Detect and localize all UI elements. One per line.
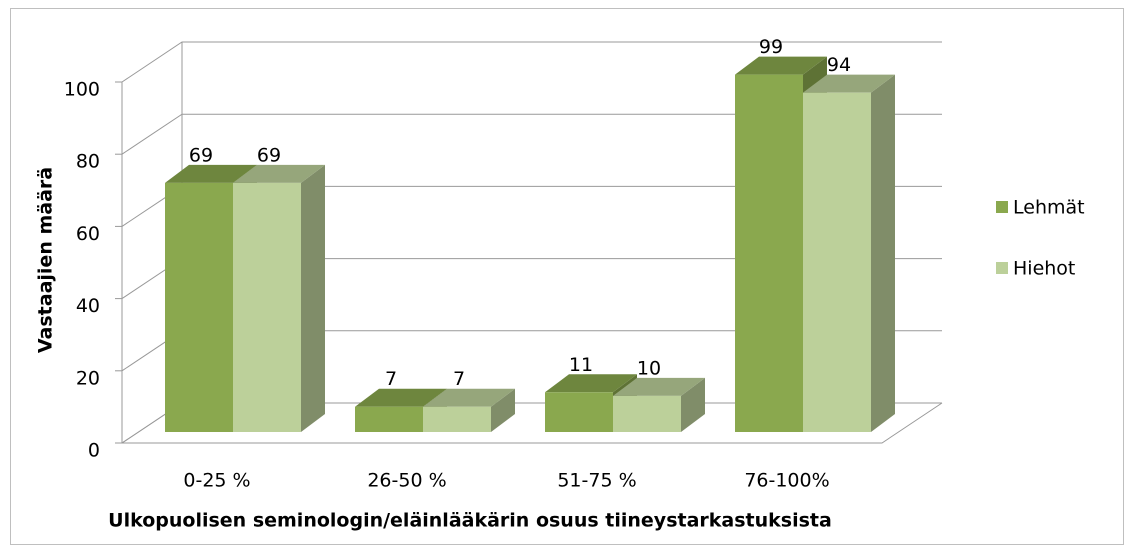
x-axis-title: Ulkopuolisen seminologin/eläinlääkärin o… [108, 510, 832, 532]
value-label: 11 [569, 354, 593, 376]
bar-side [491, 388, 515, 432]
bar [735, 74, 803, 433]
legend-swatch [996, 201, 1008, 213]
x-tick-label: 26-50 % [367, 470, 446, 492]
bar [355, 406, 423, 432]
bar-top [355, 388, 447, 407]
bar-top [613, 377, 705, 396]
y-tick-label: 40 [76, 295, 100, 317]
bar-side [681, 377, 705, 432]
bar [803, 92, 871, 432]
bar [545, 392, 613, 432]
y-tick-label: 60 [76, 223, 100, 245]
bar-side [301, 164, 325, 432]
value-label: 94 [827, 54, 851, 76]
grid-line [121, 41, 942, 83]
legend-swatch [996, 262, 1008, 274]
value-label: 7 [453, 368, 465, 390]
x-tick-label: 0-25 % [183, 470, 250, 492]
bar [613, 395, 681, 432]
bar-top [803, 74, 895, 93]
bar-top [233, 164, 325, 183]
bar-top [423, 388, 515, 407]
y-tick-label: 0 [88, 440, 100, 462]
value-label: 10 [637, 357, 661, 379]
bar-side [871, 74, 895, 432]
y-axis-title: Vastaajien määrä [35, 167, 57, 353]
y-tick-label: 20 [76, 367, 100, 389]
bar-top [735, 56, 827, 75]
value-label: 99 [759, 36, 783, 58]
floor [122, 402, 943, 444]
value-label: 69 [189, 144, 213, 166]
value-label: 69 [257, 144, 281, 166]
y-tick-label: 100 [64, 79, 100, 101]
x-tick-label: 76-100% [744, 470, 829, 492]
bar [165, 182, 233, 432]
x-tick-label: 51-75 % [557, 470, 636, 492]
grid-line [121, 113, 942, 155]
bar [423, 406, 491, 432]
bar-top [545, 374, 637, 393]
bar [233, 182, 301, 432]
legend-label: Lehmät [1013, 197, 1085, 219]
value-label: 7 [385, 368, 397, 390]
bar-top [165, 164, 257, 183]
y-tick-label: 80 [76, 151, 100, 173]
legend-label: Hiehot [1013, 258, 1075, 280]
